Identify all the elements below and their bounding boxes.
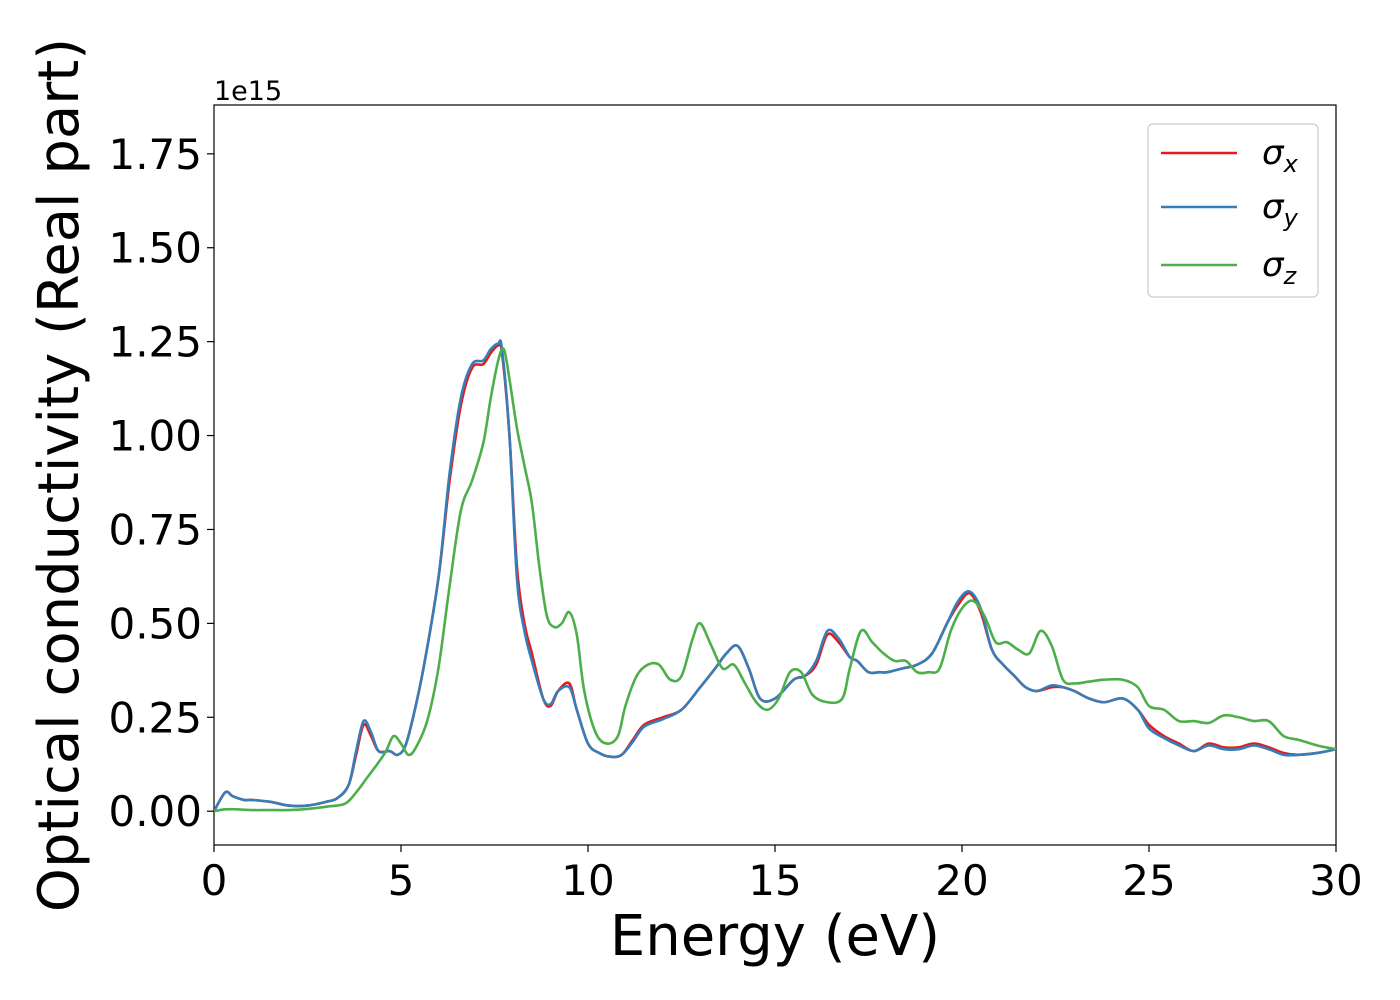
series-line-z [214, 347, 1336, 813]
legend-label-subscript: x [1283, 150, 1299, 178]
y-tick-label: 1.25 [108, 318, 202, 367]
x-axis-label: Energy (eV) [610, 904, 940, 969]
legend-label-x: σx [1262, 133, 1299, 178]
x-tick-label: 5 [388, 856, 415, 905]
y-tick-label: 0.50 [108, 599, 202, 648]
y-tick-label: 0.75 [108, 505, 202, 554]
series-line-y [214, 339, 1336, 812]
legend-label-base: σ [1262, 133, 1285, 173]
y-tick-label: 0.25 [108, 693, 202, 742]
legend-label-subscript: y [1283, 204, 1299, 232]
legend-label-base: σ [1262, 187, 1285, 227]
y-tick-label: 1.75 [108, 130, 202, 179]
y-tick-label: 0.00 [108, 787, 202, 836]
y-offset-label: 1e15 [214, 76, 282, 107]
x-tick-label: 25 [1122, 856, 1175, 905]
x-tick-label: 0 [201, 856, 228, 905]
x-tick-label: 20 [935, 856, 988, 905]
x-tick-label: 10 [561, 856, 614, 905]
x-axis-ticks: 0 5 10 15 20 25 30 [201, 845, 1363, 905]
legend-label-y: σy [1262, 187, 1299, 232]
y-tick-label: 1.00 [108, 412, 202, 461]
legend-label-z: σz [1262, 245, 1298, 290]
y-axis-label: Optical conductivity (Real part) [27, 38, 92, 912]
x-tick-label: 30 [1309, 856, 1362, 905]
x-tick-label: 15 [748, 856, 801, 905]
legend-label-subscript: z [1283, 262, 1298, 290]
legend-box [1147, 123, 1319, 298]
y-axis-ticks: 0.00 0.25 0.50 0.75 1.00 1.25 1.50 1.75 [108, 130, 214, 836]
y-tick-label: 1.50 [108, 224, 202, 273]
legend-label-base: σ [1262, 245, 1285, 285]
series-layer [214, 339, 1336, 813]
